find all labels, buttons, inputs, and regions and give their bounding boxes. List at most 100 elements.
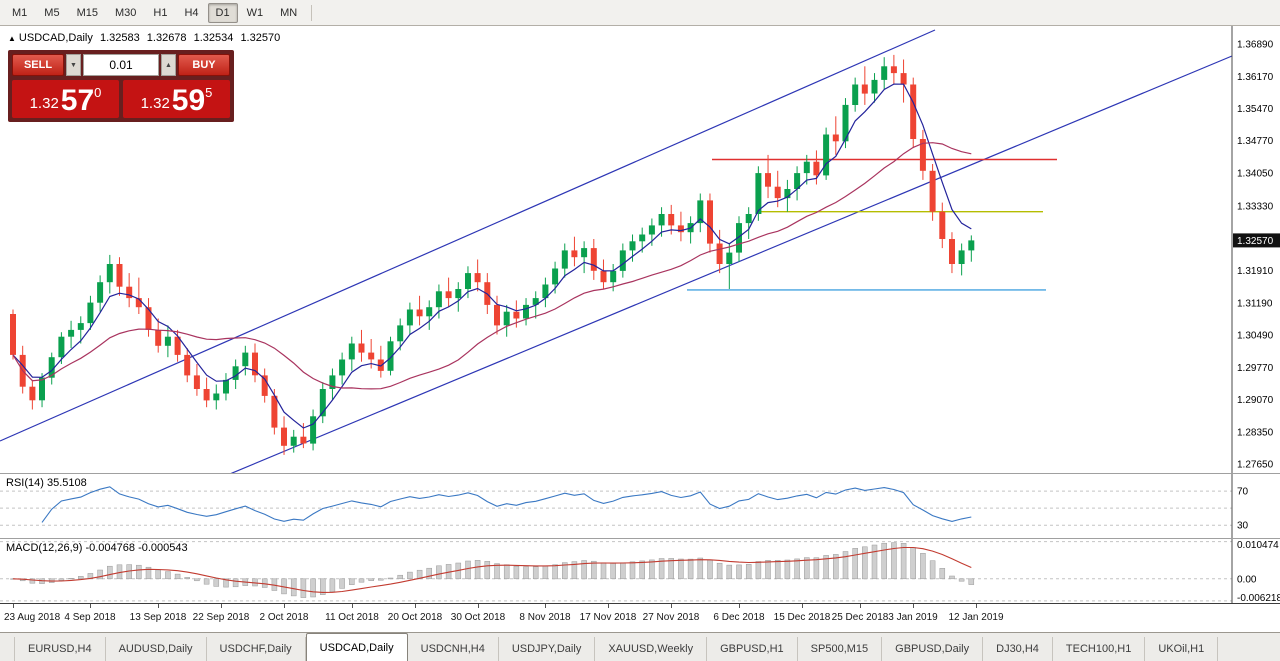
- date-tick: [90, 604, 91, 608]
- lot-decrease-button[interactable]: ▼: [66, 54, 81, 76]
- chart-tab-audusd-daily[interactable]: AUDUSD,Daily: [106, 637, 207, 661]
- sell-price-prefix: 1.32: [29, 95, 59, 112]
- date-label: 20 Oct 2018: [387, 612, 443, 623]
- axis-label: 70: [1237, 487, 1249, 498]
- buy-price-display[interactable]: 1.32 59 5: [123, 80, 230, 118]
- axis-label: 1.33330: [1237, 201, 1274, 212]
- date-label: 13 Sep 2018: [129, 612, 187, 623]
- date-axis[interactable]: 23 Aug 2018 4 Sep 2018 13 Sep 2018 22 Sep 2…: [0, 603, 1280, 632]
- buy-button[interactable]: BUY: [178, 54, 230, 76]
- date-tick: [976, 604, 977, 608]
- axis-label: 1.30490: [1237, 330, 1274, 341]
- axis-label: 1.35470: [1237, 104, 1274, 115]
- symbol-period-label: USDCAD,Daily: [18, 32, 93, 44]
- ohlc-open: 1.32583: [99, 32, 140, 44]
- rsi-indicator-pane: 70 30 RSI(14) 35.5108: [0, 474, 1280, 539]
- timeframe-button-m1[interactable]: M1: [12, 6, 28, 19]
- chart-tab-xauusd-weekly[interactable]: XAUUSD,Weekly: [595, 637, 708, 661]
- axis-label: 1.36170: [1237, 72, 1274, 83]
- axis-label: 1.32570: [1237, 236, 1274, 247]
- date-tick: [158, 604, 159, 608]
- date-tick: [860, 604, 861, 608]
- sell-button[interactable]: SELL: [12, 54, 64, 76]
- rsi-label: RSI(14) 35.5108: [6, 477, 87, 489]
- axis-label: 0.010474: [1237, 540, 1279, 551]
- chart-tab-usdjpy-daily[interactable]: USDJPY,Daily: [499, 637, 596, 661]
- date-label: 12 Jan 2019: [948, 612, 1004, 623]
- axis-label: 1.34050: [1237, 169, 1274, 180]
- date-tick: [608, 604, 609, 608]
- axis-label: 1.29770: [1237, 363, 1274, 374]
- chart-tab-eurusd-h4[interactable]: EURUSD,H4: [14, 637, 106, 661]
- sell-price-pipette: 0: [94, 85, 102, 100]
- date-label: 2 Oct 2018: [259, 612, 309, 623]
- lot-size-field[interactable]: 0.01: [83, 54, 159, 76]
- axis-label: 0.00: [1237, 574, 1257, 585]
- axis-label: 1.27650: [1237, 459, 1274, 470]
- macd-histogram: [10, 542, 975, 598]
- chart-marker-icon: ▲: [8, 34, 16, 43]
- date-label: 15 Dec 2018: [773, 612, 831, 623]
- trend-line[interactable]: [225, 55, 1233, 473]
- axis-label: 30: [1237, 521, 1249, 532]
- chart-tab-tech100-h1[interactable]: TECH100,H1: [1053, 637, 1146, 661]
- toolbar-separator: [311, 4, 313, 21]
- date-tick: [671, 604, 672, 608]
- date-label: 23 Aug 2018: [4, 612, 61, 623]
- ohlc-high: 1.32678: [146, 32, 187, 44]
- chart-tab-ukoil-h1[interactable]: UKOil,H1: [1145, 637, 1219, 661]
- chart-tab-sp500-m15[interactable]: SP500,M15: [798, 637, 883, 661]
- price-chart-pane: 1.36890 1.36170 1.35470 1.34770 1.34050 1.333…: [0, 26, 1280, 474]
- chart-tab-gbpusd-h1[interactable]: GBPUSD,H1: [707, 637, 798, 661]
- timeframe-button-m5[interactable]: M5: [44, 6, 60, 19]
- date-label: 22 Sep 2018: [192, 612, 250, 623]
- timeframe-button-mn[interactable]: MN: [280, 6, 298, 19]
- date-label: 25 Dec 2018: [831, 612, 889, 623]
- macd-canvas[interactable]: 0.010474 0.00 -0.006218: [0, 539, 1280, 603]
- date-tick: [352, 604, 353, 608]
- date-label: 11 Oct 2018: [325, 612, 379, 623]
- timeframe-button-d1[interactable]: D1: [207, 2, 238, 23]
- date-label: 4 Sep 2018: [64, 612, 116, 623]
- macd-indicator-pane: 0.010474 0.00 -0.006218 MACD(12,26,9) -0.0…: [0, 539, 1280, 603]
- axis-label: 1.31190: [1237, 299, 1273, 310]
- date-label: 27 Nov 2018: [642, 612, 700, 623]
- trend-line[interactable]: [0, 29, 936, 442]
- date-tick: [221, 604, 222, 608]
- rsi-line: [41, 486, 972, 523]
- buy-price-big: 59: [171, 83, 206, 117]
- sma-20-line: [12, 142, 972, 390]
- timeframe-button-m30[interactable]: M30: [114, 6, 137, 19]
- date-tick: [739, 604, 740, 608]
- chart-tab-usdcnh-h4[interactable]: USDCNH,H4: [408, 637, 499, 661]
- date-label: 30 Oct 2018: [450, 612, 506, 623]
- lot-increase-button[interactable]: ▲: [161, 54, 176, 76]
- price-chart-canvas[interactable]: 1.36890 1.36170 1.35470 1.34770 1.34050 1.333…: [0, 26, 1280, 473]
- chart-tab-gbpusd-daily[interactable]: GBPUSD,Daily: [882, 637, 984, 661]
- chart-tab-dj30-h4[interactable]: DJ30,H4: [983, 637, 1053, 661]
- date-tick: [478, 604, 479, 608]
- sell-price-big: 57: [60, 83, 95, 117]
- rsi-canvas[interactable]: 70 30: [0, 474, 1280, 538]
- date-label: 6 Dec 2018: [713, 612, 765, 623]
- ohlc-close: 1.32570: [240, 32, 281, 44]
- axis-label: 1.31910: [1237, 266, 1274, 277]
- buy-price-prefix: 1.32: [140, 95, 170, 112]
- date-label: 8 Nov 2018: [519, 612, 571, 623]
- axis-label: 1.28350: [1237, 428, 1274, 439]
- chart-tab-usdcad-daily[interactable]: USDCAD,Daily: [305, 633, 408, 661]
- axis-label: 1.34770: [1237, 136, 1274, 147]
- current-price-tag: [1233, 233, 1280, 248]
- timeframe-button-h1[interactable]: H1: [153, 6, 168, 19]
- date-tick: [284, 604, 285, 608]
- timeframe-toolbar: M1 M5 M15 M30 H1 H4 D1 W1 MN: [0, 0, 1280, 26]
- date-tick: [913, 604, 914, 608]
- sell-price-display[interactable]: 1.32 57 0: [12, 80, 119, 118]
- timeframe-button-w1[interactable]: W1: [246, 6, 264, 19]
- date-label: 3 Jan 2019: [888, 612, 938, 623]
- date-tick: [415, 604, 416, 608]
- timeframe-button-m15[interactable]: M15: [76, 6, 98, 19]
- chart-tab-usdchf-daily[interactable]: USDCHF,Daily: [207, 637, 306, 661]
- timeframe-button-h4[interactable]: H4: [184, 6, 199, 19]
- axis-label: 1.36890: [1237, 40, 1274, 51]
